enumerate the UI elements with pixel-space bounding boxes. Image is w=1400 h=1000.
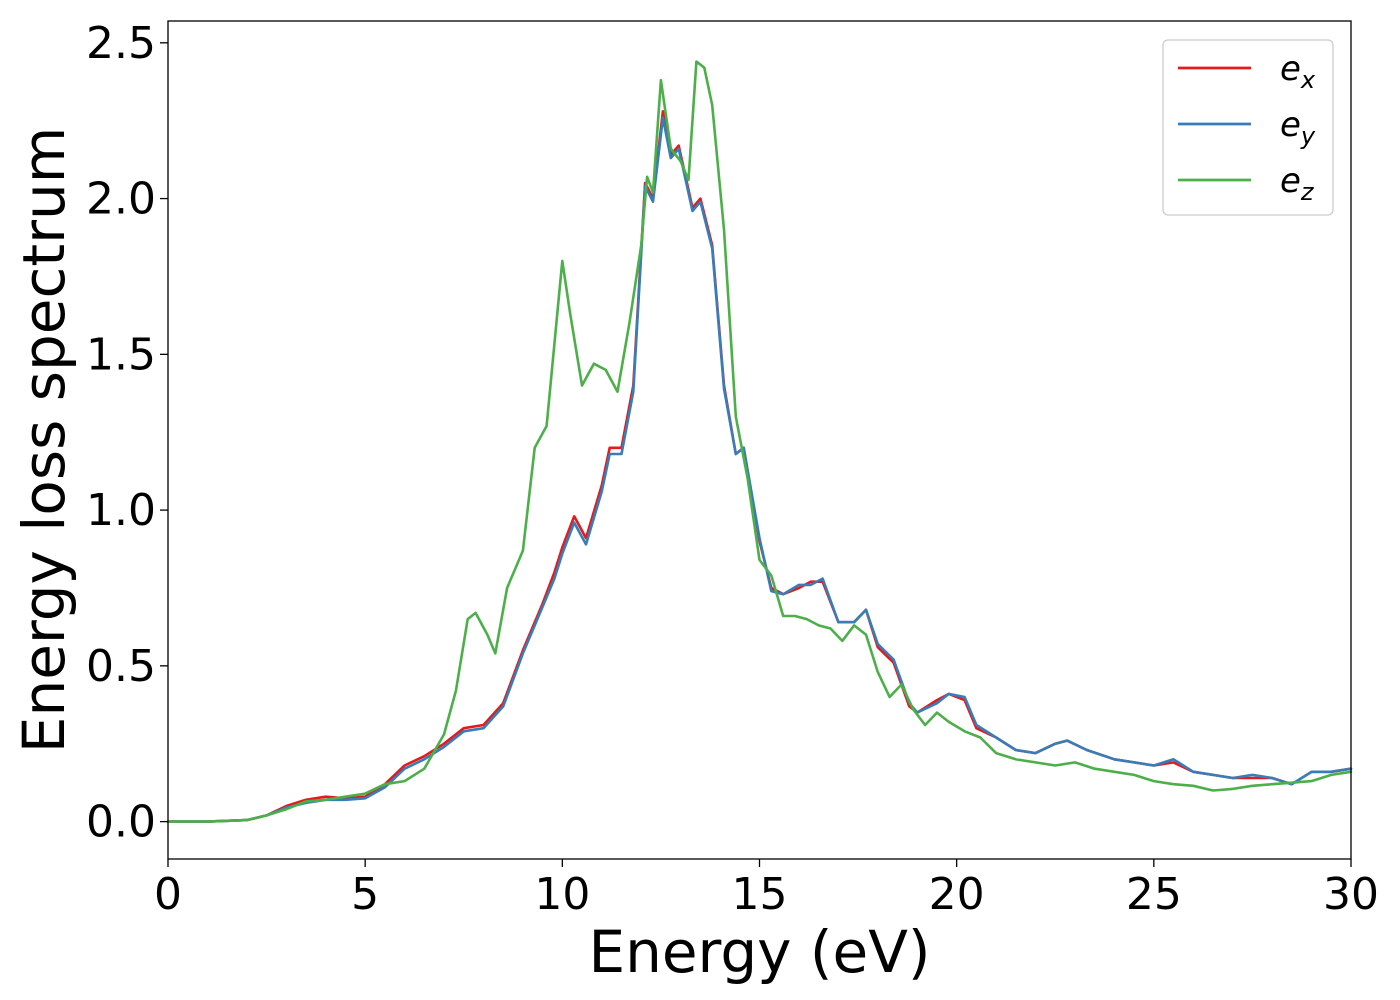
y-tick-label: 0.5 xyxy=(86,641,156,692)
y-tick-label: 0.0 xyxy=(86,797,156,848)
legend-box xyxy=(1162,39,1334,216)
x-tick-label: 30 xyxy=(1323,869,1379,920)
series-line-y xyxy=(166,116,1353,823)
x-tick-label: 15 xyxy=(732,869,788,920)
x-tick-label: 0 xyxy=(154,869,182,920)
legend: ex ey ez xyxy=(1162,39,1334,216)
y-tick-label: 1.5 xyxy=(86,329,156,380)
x-tick-label: 5 xyxy=(351,869,379,920)
legend-label-z: ez xyxy=(1280,161,1315,206)
y-tick-label: 2.5 xyxy=(86,18,156,69)
series-layer xyxy=(166,60,1353,823)
x-axis: 0 5 10 15 20 25 30 xyxy=(154,859,1379,920)
y-axis-title: Energy loss spectrum xyxy=(10,127,78,753)
y-axis: 0.0 0.5 1.0 1.5 2.0 2.5 xyxy=(86,18,168,848)
y-tick-label: 2.0 xyxy=(86,174,156,225)
y-tick-label: 1.0 xyxy=(86,485,156,536)
legend-label-y: ey xyxy=(1280,105,1316,150)
x-tick-label: 20 xyxy=(929,869,985,920)
legend-label-x: ex xyxy=(1280,49,1316,94)
x-axis-title: Energy (eV) xyxy=(588,918,930,986)
series-line-z xyxy=(166,60,1353,823)
x-tick-label: 25 xyxy=(1126,869,1182,920)
x-tick-label: 10 xyxy=(534,869,590,920)
